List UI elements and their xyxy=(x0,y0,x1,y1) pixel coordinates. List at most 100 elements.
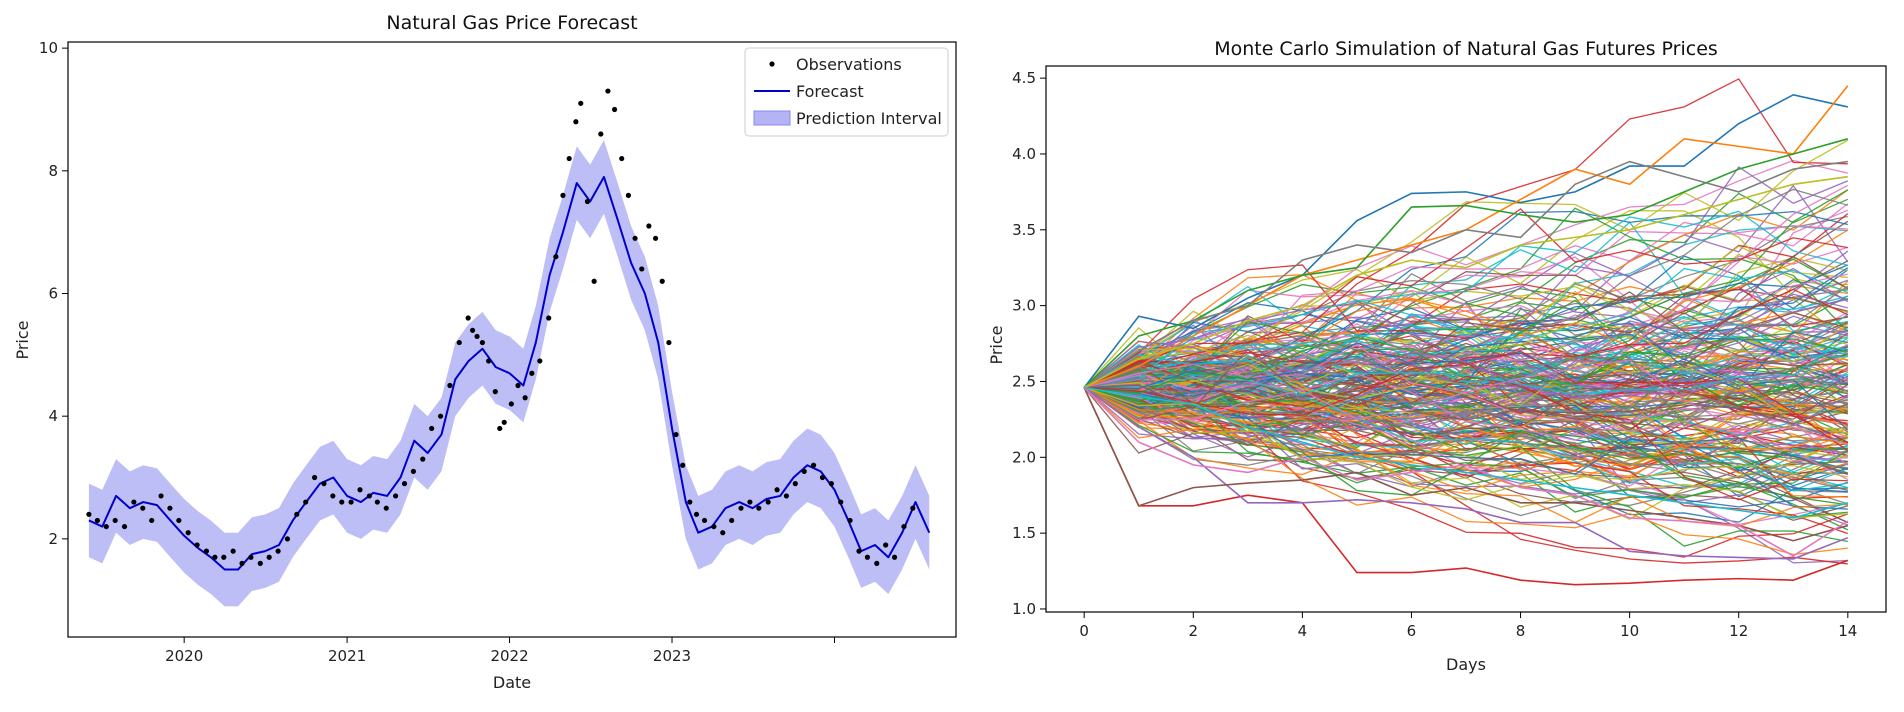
observation-point xyxy=(294,511,300,517)
x-tick-label: 4 xyxy=(1298,622,1308,640)
x-tick-label: 10 xyxy=(1620,622,1639,640)
observation-point xyxy=(891,554,898,560)
observation-point xyxy=(86,511,92,517)
monte-carlo-chart-title: Monte Carlo Simulation of Natural Gas Fu… xyxy=(1214,38,1718,60)
x-tick-label: 6 xyxy=(1407,622,1417,640)
observation-point xyxy=(838,499,844,505)
observation-point xyxy=(632,235,638,241)
observation-point xyxy=(121,523,128,530)
observation-point xyxy=(537,358,543,364)
observation-point xyxy=(383,505,389,511)
simulation-path xyxy=(1083,347,1848,434)
simulation-path xyxy=(1084,363,1849,409)
observation-point xyxy=(756,505,762,511)
observation-point xyxy=(783,493,790,499)
observation-point xyxy=(765,499,771,505)
simulation-path xyxy=(1083,330,1848,443)
simulation-path xyxy=(1084,378,1848,519)
simulation-path xyxy=(1084,358,1848,395)
monte-carlo-x-ticks: 0 2 4 6 8 10 12 14 xyxy=(1079,612,1857,640)
observation-point xyxy=(566,155,572,162)
observation-point xyxy=(479,339,485,346)
x-tick-label: 2021 xyxy=(328,647,366,665)
observation-point xyxy=(901,523,907,530)
simulation-path xyxy=(1084,312,1848,436)
simulation-path xyxy=(1084,246,1849,392)
observation-point xyxy=(239,560,245,566)
legend-forecast-label: Forecast xyxy=(796,82,864,101)
observation-point xyxy=(792,481,798,487)
observation-point xyxy=(221,554,227,560)
simulation-path xyxy=(1084,350,1849,452)
simulation-path xyxy=(1084,373,1849,466)
observation-point xyxy=(883,542,889,548)
observation-point xyxy=(393,493,399,499)
y-tick-label: 2 xyxy=(48,530,58,548)
y-tick-label: 1.5 xyxy=(1012,524,1036,542)
simulation-path xyxy=(1084,342,1849,431)
observation-point xyxy=(497,425,503,432)
y-tick-label: 8 xyxy=(48,162,58,180)
observation-point xyxy=(701,517,708,524)
observation-point xyxy=(486,358,492,364)
observation-point xyxy=(176,517,182,524)
observation-point xyxy=(546,315,552,321)
observation-point xyxy=(330,493,336,499)
observation-point xyxy=(266,554,272,560)
simulation-path xyxy=(1084,184,1849,389)
observation-point xyxy=(357,487,363,493)
observation-point xyxy=(348,499,354,505)
observation-point xyxy=(366,493,372,499)
simulation-path xyxy=(1084,358,1848,417)
simulation-path xyxy=(1083,312,1849,447)
simulation-path xyxy=(1083,359,1849,446)
observation-point xyxy=(687,499,693,505)
observation-point xyxy=(515,382,521,389)
legend-observations-label: Observations xyxy=(796,55,902,74)
simulation-path xyxy=(1083,386,1848,451)
simulation-path-highlight xyxy=(1083,387,1849,586)
observation-point xyxy=(420,456,426,462)
simulation-path-highlight xyxy=(1083,160,1848,389)
x-tick-label: 2020 xyxy=(165,647,203,665)
observation-point xyxy=(553,254,559,260)
observation-point xyxy=(598,131,604,137)
simulation-path xyxy=(1084,267,1849,389)
observation-point xyxy=(666,339,672,346)
simulation-path xyxy=(1084,229,1849,392)
observation-point xyxy=(910,505,916,511)
y-tick-label: 3.0 xyxy=(1012,297,1036,315)
simulation-path xyxy=(1084,245,1848,407)
simulation-path xyxy=(1083,264,1848,389)
observation-point xyxy=(810,462,817,468)
monte-carlo-y-ticks: 1.0 1.5 2.0 2.5 3.0 3.5 4.0 4.5 xyxy=(1012,69,1046,618)
observation-point xyxy=(194,542,200,548)
simulation-path xyxy=(1083,316,1848,409)
simulation-path xyxy=(1083,351,1848,501)
forecast-series-line xyxy=(88,175,931,571)
observation-point xyxy=(693,511,700,517)
simulation-path-highlight xyxy=(1083,85,1849,389)
y-tick-label: 3.5 xyxy=(1012,221,1036,239)
observation-point xyxy=(149,517,155,524)
observation-point xyxy=(747,499,753,505)
simulation-path xyxy=(1083,323,1848,435)
observation-point xyxy=(652,235,659,241)
legend-interval-label: Prediction Interval xyxy=(796,109,942,128)
simulation-path xyxy=(1083,355,1849,428)
simulation-path-highlight xyxy=(1083,387,1849,542)
simulation-path xyxy=(1083,337,1849,396)
observation-point xyxy=(311,474,318,481)
observation-point xyxy=(584,198,591,205)
simulation-path xyxy=(1083,166,1849,389)
observation-point xyxy=(774,487,780,493)
observation-point xyxy=(203,548,210,554)
simulation-path xyxy=(1083,363,1848,498)
simulation-path xyxy=(1083,387,1848,556)
forecast-y-ticks: 2 4 6 8 10 xyxy=(39,39,68,548)
forecast-chart-title: Natural Gas Price Forecast xyxy=(386,12,637,34)
observation-point xyxy=(856,548,862,554)
observation-point xyxy=(659,278,665,284)
simulation-path xyxy=(1083,386,1849,531)
